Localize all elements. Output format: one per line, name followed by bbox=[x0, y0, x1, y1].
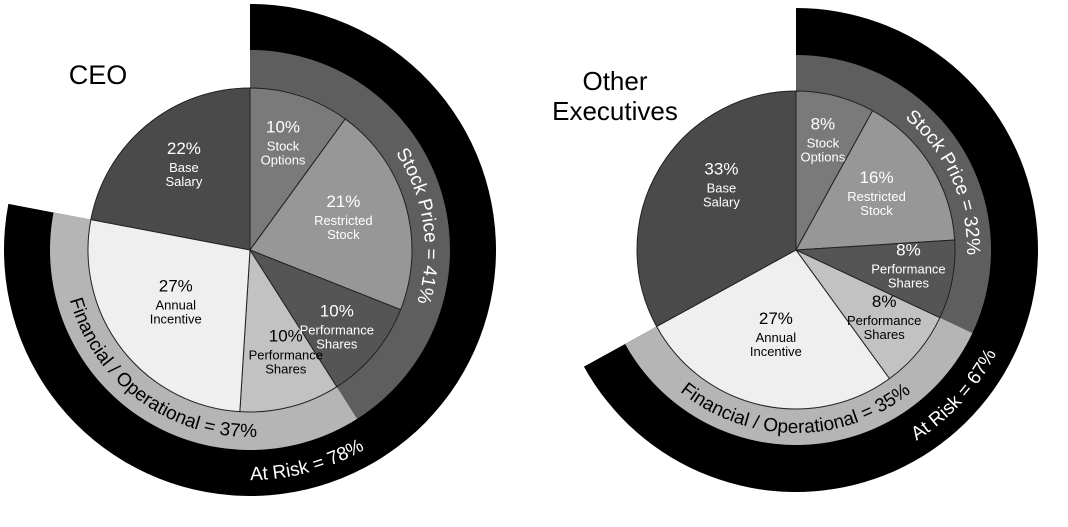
slice-category: Shares bbox=[265, 362, 307, 377]
slice-category: Restricted bbox=[314, 213, 373, 228]
slice-category: Performance bbox=[300, 323, 374, 338]
pie-slice-base-salary bbox=[636, 90, 797, 328]
slice-category: Base bbox=[707, 180, 737, 195]
slice-category: Stock bbox=[807, 135, 840, 150]
slice-category: Performance bbox=[249, 348, 323, 363]
slice-value: 22% bbox=[167, 139, 201, 158]
slice-category: Stock bbox=[267, 138, 300, 153]
slice-label: 33% Base Salary bbox=[703, 159, 740, 209]
stock-price-ring bbox=[250, 50, 450, 419]
pie-slice-base-salary bbox=[90, 87, 251, 251]
slice-category: Annual bbox=[756, 330, 797, 345]
chart-title: Other Executives bbox=[552, 66, 678, 126]
slice-label: 10% Performance Shares bbox=[300, 302, 374, 352]
slice-label: 10% Performance Shares bbox=[249, 327, 323, 377]
slice-value: 10% bbox=[266, 117, 300, 136]
slice-category: Restricted bbox=[847, 189, 906, 204]
slice-category: Stock bbox=[860, 203, 893, 218]
slice-category: Incentive bbox=[750, 344, 802, 359]
pie-slice-performance-shares bbox=[239, 248, 338, 413]
slice-label: 8% Performance Shares bbox=[847, 292, 921, 342]
slice-value: 27% bbox=[159, 277, 193, 296]
pie-slice-performance-shares bbox=[248, 248, 402, 388]
slice-label: 27% Annual Incentive bbox=[150, 277, 202, 327]
pie-slice-restricted-stock bbox=[249, 118, 413, 311]
stock-price-ring bbox=[796, 55, 991, 334]
slice-value: 8% bbox=[896, 240, 921, 259]
pie-slice-annual-incentive bbox=[655, 249, 891, 410]
slice-category: Base bbox=[169, 160, 199, 175]
slice-category: Shares bbox=[864, 327, 906, 342]
chart-title: CEO bbox=[69, 60, 128, 90]
slice-label: 21% Restricted Stock bbox=[314, 192, 373, 242]
slice-label: 22% Base Salary bbox=[165, 139, 202, 189]
slice-value: 10% bbox=[320, 302, 354, 321]
slice-category: Performance bbox=[871, 261, 945, 276]
slice-category: Annual bbox=[156, 298, 197, 313]
slice-label: 10% Stock Options bbox=[261, 117, 306, 167]
slice-label: 8% Stock Options bbox=[800, 114, 845, 164]
slice-category: Options bbox=[800, 149, 845, 164]
slice-category: Shares bbox=[316, 337, 358, 352]
slice-category: Shares bbox=[888, 275, 930, 290]
slice-value: 10% bbox=[269, 327, 303, 346]
slice-category: Incentive bbox=[150, 312, 202, 327]
slice-value: 33% bbox=[704, 159, 738, 178]
financial-operational-ring bbox=[50, 212, 358, 450]
slice-category: Options bbox=[261, 152, 306, 167]
pie-slice-stock-options bbox=[249, 87, 346, 252]
slice-label: 8% Performance Shares bbox=[871, 240, 945, 290]
slice-category: Salary bbox=[703, 194, 740, 209]
slice-value: 8% bbox=[811, 114, 836, 133]
slice-category: Performance bbox=[847, 313, 921, 328]
pie-slice-annual-incentive bbox=[87, 219, 251, 413]
pie-slice-restricted-stock bbox=[795, 109, 956, 251]
slice-category: Salary bbox=[165, 174, 202, 189]
slice-value: 27% bbox=[759, 309, 793, 328]
slice-category: Stock bbox=[327, 227, 360, 242]
slice-label: 27% Annual Incentive bbox=[750, 309, 802, 359]
slice-value: 8% bbox=[872, 292, 897, 311]
slice-value: 21% bbox=[326, 192, 360, 211]
slice-value: 16% bbox=[860, 168, 894, 187]
financial-operational-ring bbox=[625, 317, 973, 445]
slice-label: 16% Restricted Stock bbox=[847, 168, 906, 218]
